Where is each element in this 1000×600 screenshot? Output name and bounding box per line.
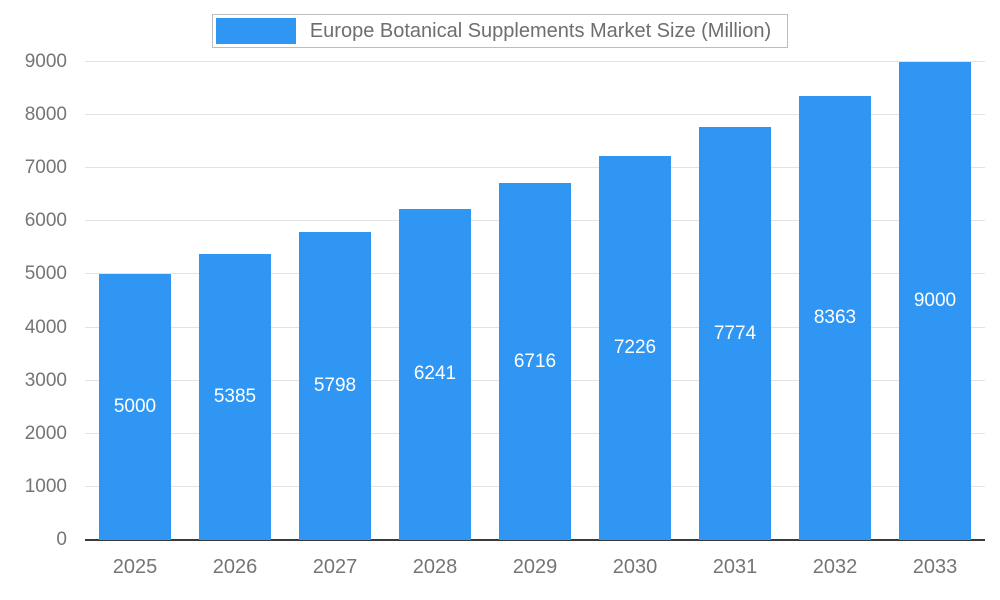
legend: Europe Botanical Supplements Market Size… xyxy=(0,14,1000,48)
gridline xyxy=(85,61,985,62)
gridline xyxy=(85,114,985,116)
chart-title: Europe Botanical Supplements Market Size… xyxy=(309,19,772,42)
y-tick-label: 6000 xyxy=(24,210,67,232)
x-tick-label: 2033 xyxy=(912,556,958,578)
bar-2026: 5385 xyxy=(199,254,271,540)
bar-slot: 6716 xyxy=(485,62,585,540)
bar-value-label: 7226 xyxy=(613,337,657,359)
y-tick-label: 3000 xyxy=(24,369,67,391)
legend-box: Europe Botanical Supplements Market Size… xyxy=(211,14,789,48)
bar-value-label: 5798 xyxy=(313,375,357,397)
x-axis: 2025 2026 2027 2028 2029 2030 2031 2032 2033 xyxy=(85,556,985,579)
y-tick-label: 2000 xyxy=(24,422,67,444)
x-tick-label: 2029 xyxy=(512,556,558,578)
bar-2029: 6716 xyxy=(499,183,571,540)
bar-2032: 8363 xyxy=(799,95,871,540)
x-axis-line xyxy=(85,539,985,541)
bar-value-label: 8363 xyxy=(813,306,857,328)
y-tick-label: 7000 xyxy=(24,157,67,179)
bar-value-label: 5000 xyxy=(113,396,157,418)
y-axis: 0 1000 2000 3000 4000 5000 6000 7000 8000 9000 xyxy=(0,51,75,550)
y-tick-label: 5000 xyxy=(24,263,67,285)
bar-2028: 6241 xyxy=(399,208,471,540)
bar-slot: 5385 xyxy=(185,62,285,540)
x-tick-label: 2030 xyxy=(612,556,658,578)
y-tick-label: 0 xyxy=(56,529,67,550)
bar-2025: 5000 xyxy=(99,274,171,540)
y-tick-label: 1000 xyxy=(24,475,67,497)
x-tick-label: 2025 xyxy=(112,556,158,578)
bar-slot: 5798 xyxy=(285,62,385,540)
bar-value-label: 7774 xyxy=(713,322,757,344)
bar-2027: 5798 xyxy=(299,232,371,540)
bar-2030: 7226 xyxy=(599,156,671,540)
bar-value-label: 9000 xyxy=(913,290,957,311)
x-tick-label: 2031 xyxy=(712,556,758,578)
x-tick-label: 2032 xyxy=(812,556,858,578)
bar-value-label: 6241 xyxy=(413,363,457,385)
bar-slot: 8363 xyxy=(785,62,885,540)
plot-area: 5000 5385 5798 6241 6716 7226 7774 8363 9000 xyxy=(85,61,985,541)
bar-slot: 5000 xyxy=(85,62,185,540)
y-tick-label: 8000 xyxy=(24,104,67,126)
x-tick-label: 2026 xyxy=(212,556,258,578)
y-tick-label: 4000 xyxy=(24,316,67,338)
bar-value-label: 6716 xyxy=(513,350,557,372)
bar-value-label: 5385 xyxy=(213,386,257,407)
bar-slot: 6241 xyxy=(385,62,485,540)
bar-2031: 7774 xyxy=(699,127,771,540)
x-tick-label: 2028 xyxy=(412,556,458,578)
bar-slot: 9000 xyxy=(885,62,985,540)
gridline xyxy=(85,167,985,169)
bar-slot: 7774 xyxy=(685,62,785,540)
legend-swatch-icon xyxy=(215,18,296,44)
x-tick-label: 2027 xyxy=(312,556,358,578)
bar-slot: 7226 xyxy=(585,62,685,540)
bar-2033: 9000 xyxy=(899,62,971,540)
y-tick-label: 9000 xyxy=(24,51,67,72)
bars: 5000 5385 5798 6241 6716 7226 7774 8363 9000 xyxy=(85,62,985,540)
